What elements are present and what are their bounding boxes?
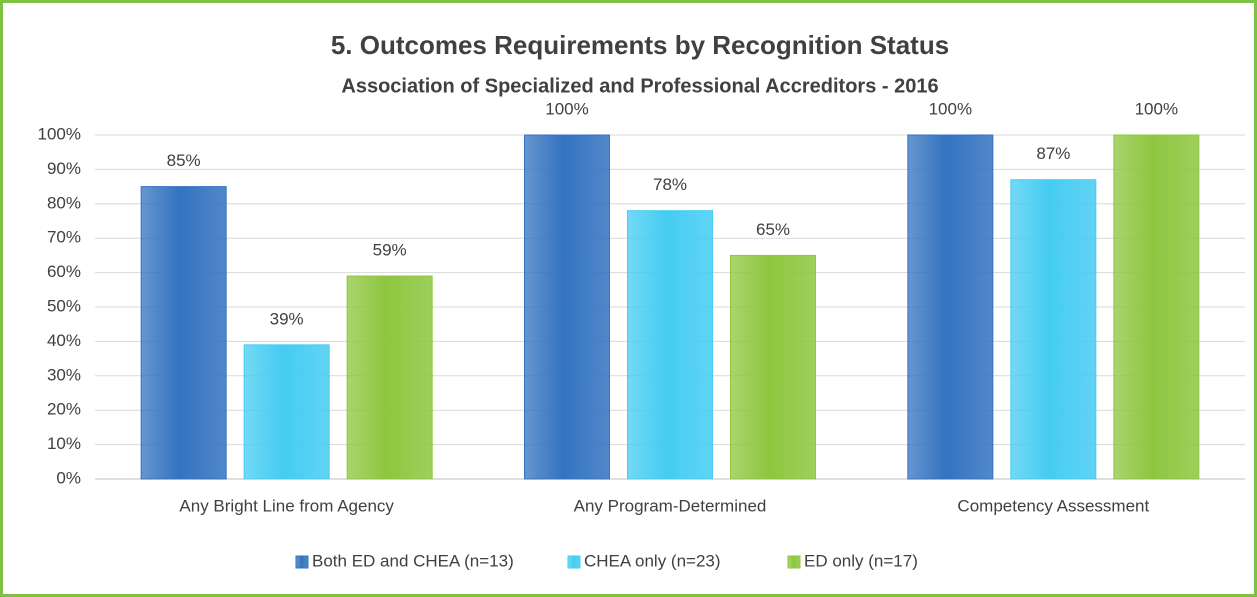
legend-label: Both ED and CHEA (n=13) (312, 551, 514, 570)
legend-label: CHEA only (n=23) (584, 551, 721, 570)
bar (1113, 134, 1200, 480)
y-tick-label: 30% (47, 365, 81, 384)
value-label: 78% (653, 175, 687, 194)
x-tick-label: Competency Assessment (957, 496, 1149, 515)
bar (1010, 179, 1097, 480)
y-tick-label: 80% (47, 193, 81, 212)
bar (627, 210, 713, 480)
y-tick-label: 100% (38, 124, 81, 143)
bar (730, 254, 816, 480)
value-label: 100% (545, 99, 588, 118)
bar (140, 186, 227, 480)
y-tick-label: 90% (47, 159, 81, 178)
x-tick-label: Any Program-Determined (574, 496, 767, 515)
bar (243, 344, 330, 480)
y-tick-label: 60% (47, 262, 81, 281)
legend-swatch (787, 555, 801, 569)
value-label: 100% (1135, 99, 1178, 118)
value-label: 65% (756, 220, 790, 239)
value-label: 59% (373, 241, 407, 260)
y-tick-label: 40% (47, 331, 81, 350)
y-tick-label: 0% (56, 468, 81, 487)
y-tick-label: 20% (47, 400, 81, 419)
y-tick-label: 70% (47, 228, 81, 247)
legend-swatch (295, 555, 309, 569)
bar (907, 134, 994, 480)
chart-title: 5. Outcomes Requirements by Recognition … (331, 30, 949, 60)
x-tick-label: Any Bright Line from Agency (179, 496, 394, 515)
legend-label: ED only (n=17) (804, 551, 918, 570)
value-label: 87% (1036, 144, 1070, 163)
legend-swatch (567, 555, 581, 569)
bar (524, 134, 610, 480)
y-tick-label: 10% (47, 434, 81, 453)
y-tick-label: 50% (47, 296, 81, 315)
value-label: 100% (929, 99, 972, 118)
value-label: 85% (167, 151, 201, 170)
chart-subtitle: Association of Specialized and Professio… (341, 75, 938, 97)
value-label: 39% (270, 309, 304, 328)
bar (346, 275, 433, 480)
